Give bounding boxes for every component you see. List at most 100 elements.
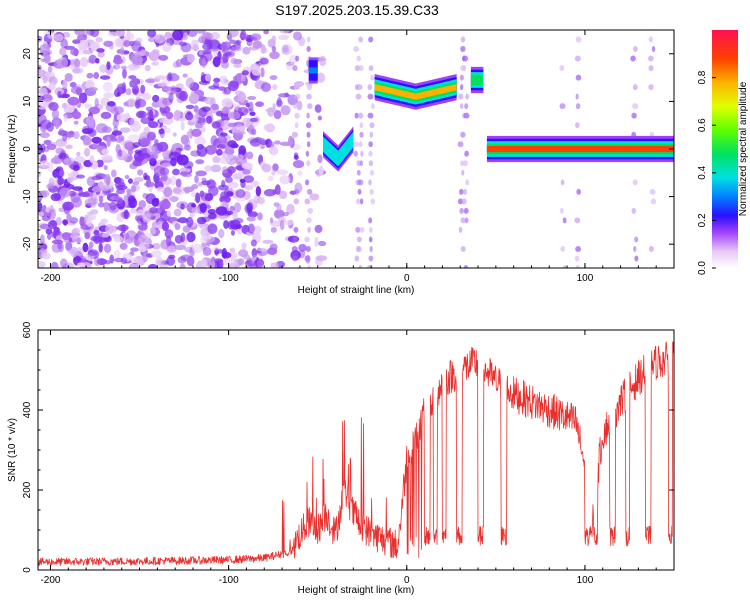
spectrogram-speckle [205, 115, 213, 124]
spectrogram-speckle [103, 40, 113, 47]
spectrogram-speckle [117, 177, 125, 187]
spectrogram-streak [464, 103, 469, 110]
spectrogram-speckle [132, 181, 140, 186]
spectrogram-speckle [71, 170, 80, 181]
spectrogram-speckle [133, 176, 144, 183]
spectrogram-speckle [48, 76, 58, 86]
spectrogram-speckle [99, 75, 111, 80]
spectrogram-speckle [64, 73, 73, 82]
spectrogram-streak [465, 93, 470, 100]
spectrogram-speckle [143, 172, 148, 181]
spectrogram-streak [630, 55, 636, 62]
spectrogram-speckle [116, 92, 121, 97]
spectrogram-speckle [91, 136, 102, 144]
spectrogram-speckle [196, 216, 207, 225]
spectrogram-streak [369, 188, 374, 195]
spectrogram-streak [306, 93, 312, 100]
spectrogram-streak [292, 236, 298, 243]
spectrogram-speckle [79, 56, 89, 68]
spectrogram-speckle [38, 95, 45, 102]
spectrogram-streak [459, 207, 464, 214]
colorbar-tick-label: 0.2 [697, 213, 708, 227]
spectrogram-speckle [61, 102, 68, 109]
spectrogram-speckle [59, 169, 65, 177]
spectrogram-tone-band [470, 76, 484, 84]
spectrogram-speckle [229, 81, 240, 88]
spectrogram-speckle [259, 57, 269, 65]
spectrogram-speckle [225, 210, 234, 215]
spectrogram-speckle [214, 249, 226, 254]
spectrogram-speckle [246, 201, 254, 212]
spectrogram-speckle [123, 209, 129, 220]
spectrogram-streak [563, 265, 567, 268]
spectrogram-speckle [113, 249, 121, 259]
spectrogram-speckle [318, 165, 324, 177]
spectrogram-speckle [100, 111, 112, 120]
spectrogram-speckle [172, 187, 182, 194]
spectrogram-speckle [246, 151, 254, 160]
spectrogram-speckle [276, 99, 283, 108]
spectrogram-speckle [126, 141, 133, 148]
spectrogram-speckle [207, 223, 218, 235]
spectrogram-speckle [273, 209, 285, 219]
spectrogram-speckle [249, 263, 259, 268]
spectrogram-speckle [205, 144, 217, 155]
spectrogram-speckle [47, 31, 56, 40]
spectrogram-speckle [42, 252, 51, 260]
spectrogram-speckle [174, 109, 182, 119]
spectrogram-speckle [210, 31, 221, 40]
spectrogram-streak [459, 188, 464, 195]
spectrogram-speckle [154, 139, 159, 146]
spectrogram-speckle [50, 261, 59, 268]
spectrogram-tone-band [323, 131, 354, 167]
spectrogram-speckle [151, 49, 160, 55]
spectrogram-speckle [247, 223, 255, 234]
spectrogram-speckle [96, 48, 105, 53]
spectrogram-speckle [173, 208, 182, 217]
spectrogram-speckle [314, 104, 322, 113]
spectrogram-speckle [131, 40, 141, 46]
spectrogram-streak [460, 245, 466, 252]
spectrogram-streak [574, 255, 580, 262]
spectrogram-streak [369, 245, 373, 252]
spectrogram-y-tick-label: 10 [22, 95, 33, 107]
spectrogram-speckle [159, 167, 170, 176]
spectrogram-streak [463, 112, 470, 119]
spectrogram-speckle [172, 168, 180, 176]
spectrogram-speckle [270, 262, 279, 268]
spectrogram-speckle [260, 44, 266, 54]
spectrogram-tone-band [323, 136, 354, 162]
spectrogram-speckle [102, 81, 113, 92]
spectrogram-streak [367, 93, 374, 100]
spectrogram-tone-band [308, 67, 318, 74]
spectrogram-speckle [284, 92, 289, 98]
spectrogram-speckle [159, 199, 171, 210]
spectrogram-speckle [298, 243, 307, 252]
spectrogram-speckle [63, 219, 68, 226]
spectrogram-speckle [125, 88, 132, 96]
spectrogram-speckle [238, 145, 247, 156]
spectrogram-streak [305, 150, 310, 157]
spectrogram-streak [648, 36, 654, 43]
spectrogram-streak [560, 207, 564, 214]
spectrogram-speckle [119, 127, 131, 133]
spectrogram-streak [460, 160, 464, 167]
spectrogram-streak [355, 198, 361, 205]
spectrogram-speckle [98, 242, 103, 253]
spectrogram-speckle [147, 121, 159, 129]
spectrogram-speckle [178, 90, 188, 102]
spectrogram-speckle [39, 160, 50, 168]
spectrogram-speckle [163, 187, 173, 198]
spectrogram-speckle [273, 202, 280, 207]
spectrogram-streak [359, 198, 364, 205]
spectrogram-speckle [177, 217, 189, 224]
spectrogram-speckle [113, 57, 123, 65]
spectrogram-x-ticks: -200 -100 0 100 [40, 30, 675, 284]
spectrogram-speckle [162, 42, 172, 53]
spectrogram-speckle [220, 106, 231, 114]
spectrogram-streak [632, 84, 638, 91]
spectrogram-speckle [113, 235, 124, 243]
spectrogram-streak [359, 160, 363, 167]
spectrogram-speckle [194, 122, 203, 129]
spectrogram-speckle [212, 156, 221, 164]
